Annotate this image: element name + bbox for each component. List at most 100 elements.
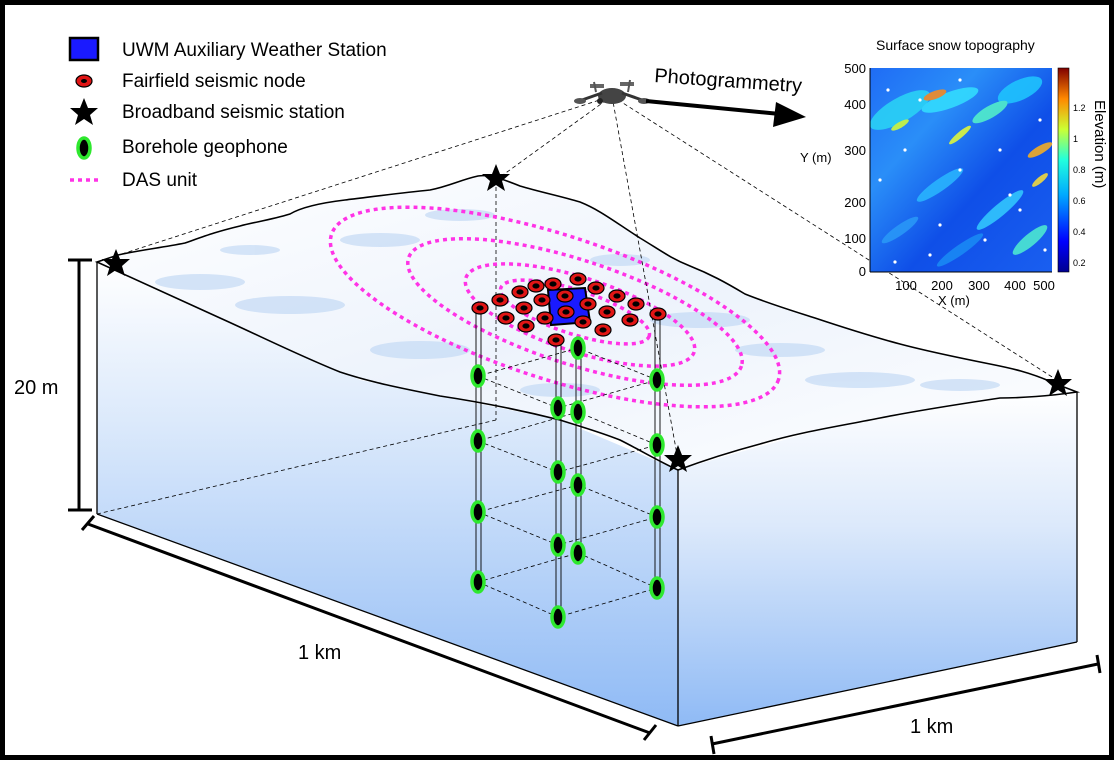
seismic-node	[587, 281, 605, 295]
seismic-node	[544, 277, 562, 291]
inset-ytick: 100	[844, 231, 866, 246]
seismic-node	[511, 285, 529, 299]
seismic-node	[627, 297, 645, 311]
seismic-node	[533, 293, 551, 307]
geophone	[470, 500, 486, 524]
inset-ytick: 500	[844, 61, 866, 76]
seismic-node	[557, 305, 575, 319]
drone-view-lines	[96, 95, 1061, 461]
block-left-face	[97, 262, 678, 726]
inset-xtick: 500	[1033, 278, 1055, 293]
inset-xtick: 300	[968, 278, 990, 293]
broadband-star	[1044, 369, 1072, 396]
legend-label-geophone: Borehole geophone	[122, 137, 288, 158]
inset-ctick: 0.2	[1073, 258, 1086, 268]
geophone	[570, 400, 586, 424]
seismic-node	[517, 319, 535, 333]
seismic-node	[621, 313, 639, 327]
inset-xtick: 400	[1004, 278, 1026, 293]
broadband-stations	[102, 164, 1072, 472]
photogrammetry-arrow	[645, 99, 806, 127]
inset-ytick: 400	[844, 97, 866, 112]
geophone	[470, 364, 486, 388]
geophone	[570, 541, 586, 565]
seismic-node	[515, 301, 533, 315]
geophone	[649, 576, 665, 600]
broadband-star	[482, 164, 510, 191]
geophone	[649, 433, 665, 457]
inset-ctick: 0.4	[1073, 227, 1086, 237]
inset-xlabel: X (m)	[938, 293, 970, 308]
seismic-node	[491, 293, 509, 307]
legend-label-das: DAS unit	[122, 170, 198, 191]
seismic-node	[547, 333, 565, 347]
seismic-node	[649, 307, 667, 321]
das-loop-outer	[328, 205, 782, 409]
inset-axes	[869, 68, 1052, 273]
seismic-node	[598, 305, 616, 319]
depth-dimension	[68, 258, 92, 512]
geophone	[550, 605, 566, 629]
length-dimension-left	[80, 515, 658, 741]
inset-yticks: 0 100 200 300 400 500	[844, 61, 866, 279]
geophone	[649, 505, 665, 529]
inset-ctick: 0.6	[1073, 196, 1086, 206]
legend: UWM Auxiliary Weather Station Fairfield …	[68, 36, 387, 191]
inset-ctick: 0.8	[1073, 165, 1086, 175]
seismic-node	[497, 311, 515, 325]
inset-colorbar	[1057, 67, 1070, 273]
seismic-node	[579, 297, 597, 311]
block-right-face	[678, 392, 1077, 726]
legend-geophone-swatch	[76, 136, 92, 160]
inset-colorbar-label: Elevation (m)	[1091, 100, 1108, 188]
inset-ylabel: Y (m)	[800, 150, 832, 165]
inset-xtick: 100	[895, 278, 917, 293]
inset-ytick: 200	[844, 195, 866, 210]
seismic-node	[556, 289, 574, 303]
legend-label-broadband: Broadband seismic station	[122, 102, 345, 123]
broadband-star	[664, 445, 692, 472]
legend-star-swatch	[70, 98, 98, 125]
legend-label-weather-station: UWM Auxiliary Weather Station	[122, 40, 387, 61]
seismic-node	[569, 272, 587, 286]
seismic-node	[536, 311, 554, 325]
geophone	[470, 570, 486, 594]
length-right-label: 1 km	[910, 716, 953, 738]
das-cable-loops	[328, 205, 782, 409]
legend-label-seismic-node: Fairfield seismic node	[122, 71, 306, 92]
das-loop-middle	[406, 236, 744, 388]
inset-xticks: 100 200 300 400 500	[895, 278, 1055, 293]
inset-ytick: 300	[844, 143, 866, 158]
inset-colorbar-ticks: 0.2 0.4 0.6 0.8 1 1.2	[1073, 103, 1086, 268]
seismic-node	[594, 323, 612, 337]
seismic-node	[471, 301, 489, 315]
length-dimension-right	[709, 654, 1102, 755]
geophone	[550, 460, 566, 484]
seismic-node	[608, 289, 626, 303]
broadband-star	[102, 249, 130, 276]
fairfield-nodes	[471, 272, 667, 347]
geophone	[570, 336, 586, 360]
geophone	[570, 473, 586, 497]
drone-icon	[574, 79, 650, 104]
legend-node-swatch	[75, 74, 93, 88]
geophone	[550, 533, 566, 557]
seismic-node	[574, 315, 592, 329]
inset-topography-map: Surface snow topography	[800, 37, 1108, 308]
geophone	[470, 429, 486, 453]
geophone	[649, 368, 665, 392]
inset-ctick: 1.2	[1073, 103, 1086, 113]
inset-map-image	[869, 68, 1053, 272]
inset-ytick: 0	[859, 264, 866, 279]
depth-label: 20 m	[14, 377, 58, 399]
seismic-node	[527, 279, 545, 293]
length-left-label: 1 km	[298, 642, 341, 664]
das-loop-core	[498, 278, 652, 346]
legend-weather-station-swatch	[68, 36, 100, 62]
inset-title: Surface snow topography	[876, 37, 1035, 53]
borehole-geophones	[470, 336, 665, 629]
inset-ctick: 1	[1073, 134, 1078, 144]
das-loop-inner	[463, 262, 697, 368]
geophone	[550, 396, 566, 420]
